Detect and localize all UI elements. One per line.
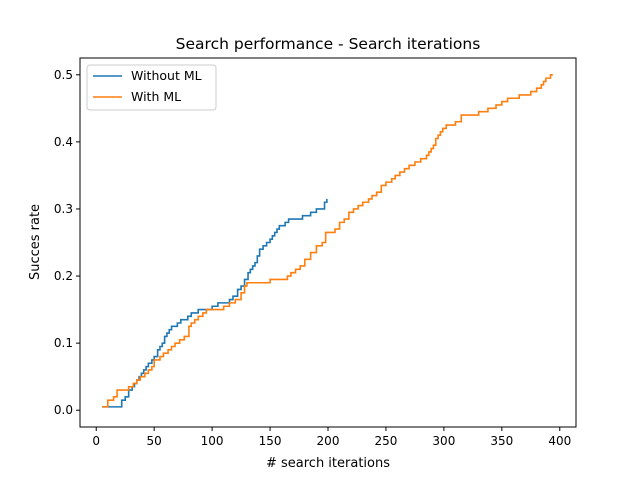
x-tick-label: 400 xyxy=(548,434,571,448)
x-tick-label: 50 xyxy=(147,434,162,448)
x-axis-label: # search iterations xyxy=(266,456,390,471)
y-tick-label: 0.2 xyxy=(54,269,73,283)
x-tick-label: 250 xyxy=(374,434,397,448)
y-axis: 0.0 0.1 0.2 0.3 0.4 0.5 xyxy=(54,68,80,417)
x-tick-label: 0 xyxy=(92,434,100,448)
legend-label-with-ml: With ML xyxy=(131,89,181,104)
x-tick-label: 100 xyxy=(201,434,224,448)
x-tick-label: 200 xyxy=(317,434,340,448)
series-line-without-ml xyxy=(102,198,328,408)
series-layer xyxy=(102,73,553,408)
chart-title: Search performance - Search iterations xyxy=(176,35,481,53)
x-tick-label: 350 xyxy=(490,434,513,448)
series-line-with-ml xyxy=(102,73,553,408)
legend: Without ML With ML xyxy=(86,64,217,111)
legend-label-without-ml: Without ML xyxy=(131,68,202,83)
y-tick-label: 0.5 xyxy=(54,68,73,82)
x-axis: 0 50 100 150 200 250 300 350 400 xyxy=(92,427,571,448)
x-tick-label: 150 xyxy=(259,434,282,448)
y-tick-label: 0.4 xyxy=(54,135,73,149)
y-tick-label: 0.1 xyxy=(54,336,73,350)
plot-area xyxy=(80,58,576,427)
y-tick-label: 0.0 xyxy=(54,403,73,417)
x-tick-label: 300 xyxy=(432,434,455,448)
y-axis-label: Succes rate xyxy=(28,204,43,280)
y-tick-label: 0.3 xyxy=(54,202,73,216)
